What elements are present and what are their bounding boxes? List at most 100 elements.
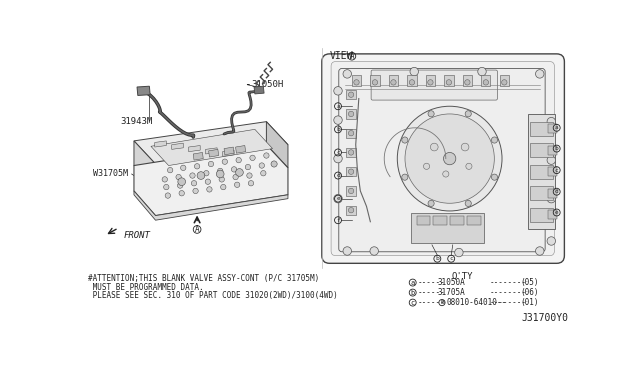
Circle shape bbox=[264, 153, 269, 158]
Bar bbox=[389, 76, 398, 86]
Bar bbox=[467, 216, 481, 225]
Circle shape bbox=[234, 182, 240, 187]
FancyBboxPatch shape bbox=[339, 68, 545, 252]
Circle shape bbox=[197, 172, 205, 179]
Text: 08010-64010--: 08010-64010-- bbox=[447, 298, 507, 307]
Circle shape bbox=[180, 165, 186, 170]
Bar bbox=[548, 189, 557, 198]
FancyBboxPatch shape bbox=[331, 62, 554, 256]
Text: 31050A: 31050A bbox=[437, 278, 465, 287]
Polygon shape bbox=[172, 143, 183, 150]
Bar bbox=[426, 76, 435, 86]
Circle shape bbox=[466, 163, 472, 169]
Bar bbox=[371, 76, 380, 86]
Circle shape bbox=[502, 80, 507, 85]
Circle shape bbox=[444, 153, 456, 165]
Circle shape bbox=[428, 201, 434, 206]
Text: (06): (06) bbox=[520, 288, 539, 297]
Circle shape bbox=[247, 173, 252, 178]
Text: b: b bbox=[336, 127, 340, 132]
Text: FRONT: FRONT bbox=[124, 231, 151, 240]
Circle shape bbox=[190, 173, 195, 178]
Text: d: d bbox=[555, 189, 559, 194]
Text: d: d bbox=[336, 173, 340, 178]
Circle shape bbox=[205, 179, 211, 185]
Circle shape bbox=[461, 143, 469, 151]
Text: --------: -------- bbox=[490, 278, 527, 287]
Circle shape bbox=[218, 168, 223, 174]
Text: ------: ------ bbox=[417, 298, 445, 307]
Polygon shape bbox=[155, 141, 166, 147]
Bar bbox=[548, 210, 557, 219]
Bar bbox=[346, 206, 356, 215]
Bar bbox=[530, 186, 553, 200]
Polygon shape bbox=[134, 141, 156, 187]
Circle shape bbox=[343, 247, 351, 255]
Bar bbox=[433, 216, 447, 225]
Bar bbox=[444, 76, 454, 86]
Circle shape bbox=[492, 137, 497, 143]
Circle shape bbox=[409, 80, 415, 85]
Bar bbox=[417, 216, 431, 225]
Circle shape bbox=[428, 80, 433, 85]
Text: 31705A: 31705A bbox=[437, 288, 465, 297]
Circle shape bbox=[178, 178, 186, 186]
Circle shape bbox=[222, 159, 227, 164]
Circle shape bbox=[402, 174, 408, 180]
Bar bbox=[407, 76, 417, 86]
Text: b: b bbox=[411, 289, 415, 296]
Circle shape bbox=[405, 114, 494, 203]
Circle shape bbox=[334, 116, 342, 124]
Circle shape bbox=[343, 70, 351, 78]
Text: a: a bbox=[336, 104, 340, 109]
Circle shape bbox=[492, 174, 497, 180]
Bar bbox=[500, 76, 509, 86]
Circle shape bbox=[372, 80, 378, 85]
Circle shape bbox=[348, 92, 354, 97]
Circle shape bbox=[431, 143, 438, 151]
Text: --------: -------- bbox=[490, 288, 527, 297]
Text: b: b bbox=[435, 256, 439, 261]
Polygon shape bbox=[254, 86, 264, 94]
Bar bbox=[411, 212, 484, 243]
Polygon shape bbox=[189, 145, 200, 152]
Bar bbox=[530, 143, 553, 157]
Text: c: c bbox=[555, 168, 559, 173]
Bar bbox=[548, 124, 557, 133]
Circle shape bbox=[391, 80, 396, 85]
Text: --------: -------- bbox=[490, 298, 527, 307]
Bar bbox=[463, 76, 472, 86]
Circle shape bbox=[348, 150, 354, 155]
Circle shape bbox=[397, 106, 502, 211]
Polygon shape bbox=[134, 191, 288, 220]
Polygon shape bbox=[134, 145, 288, 216]
Circle shape bbox=[195, 164, 200, 169]
Text: b: b bbox=[555, 146, 559, 151]
Circle shape bbox=[348, 188, 354, 194]
Bar bbox=[352, 76, 361, 86]
Bar bbox=[346, 148, 356, 157]
Circle shape bbox=[191, 180, 196, 186]
Circle shape bbox=[271, 161, 277, 167]
Circle shape bbox=[483, 80, 488, 85]
Text: 31943M: 31943M bbox=[120, 117, 152, 126]
Polygon shape bbox=[205, 148, 217, 154]
Circle shape bbox=[536, 247, 544, 255]
Text: A: A bbox=[349, 52, 354, 61]
Circle shape bbox=[219, 177, 225, 182]
Text: c: c bbox=[449, 256, 453, 261]
Circle shape bbox=[348, 131, 354, 136]
Circle shape bbox=[207, 187, 212, 192]
Circle shape bbox=[162, 177, 168, 182]
Circle shape bbox=[168, 167, 173, 173]
Bar bbox=[530, 208, 553, 222]
Text: (05): (05) bbox=[520, 278, 539, 287]
Circle shape bbox=[221, 185, 226, 190]
Text: #ATTENTION;THIS BLANK VALVE ASSY-CONT (P/C 31705M): #ATTENTION;THIS BLANK VALVE ASSY-CONT (P… bbox=[88, 274, 319, 283]
Circle shape bbox=[177, 183, 183, 188]
Text: (01): (01) bbox=[520, 298, 539, 307]
Bar bbox=[346, 167, 356, 176]
Circle shape bbox=[428, 111, 434, 117]
Circle shape bbox=[370, 247, 378, 255]
FancyBboxPatch shape bbox=[371, 70, 497, 100]
